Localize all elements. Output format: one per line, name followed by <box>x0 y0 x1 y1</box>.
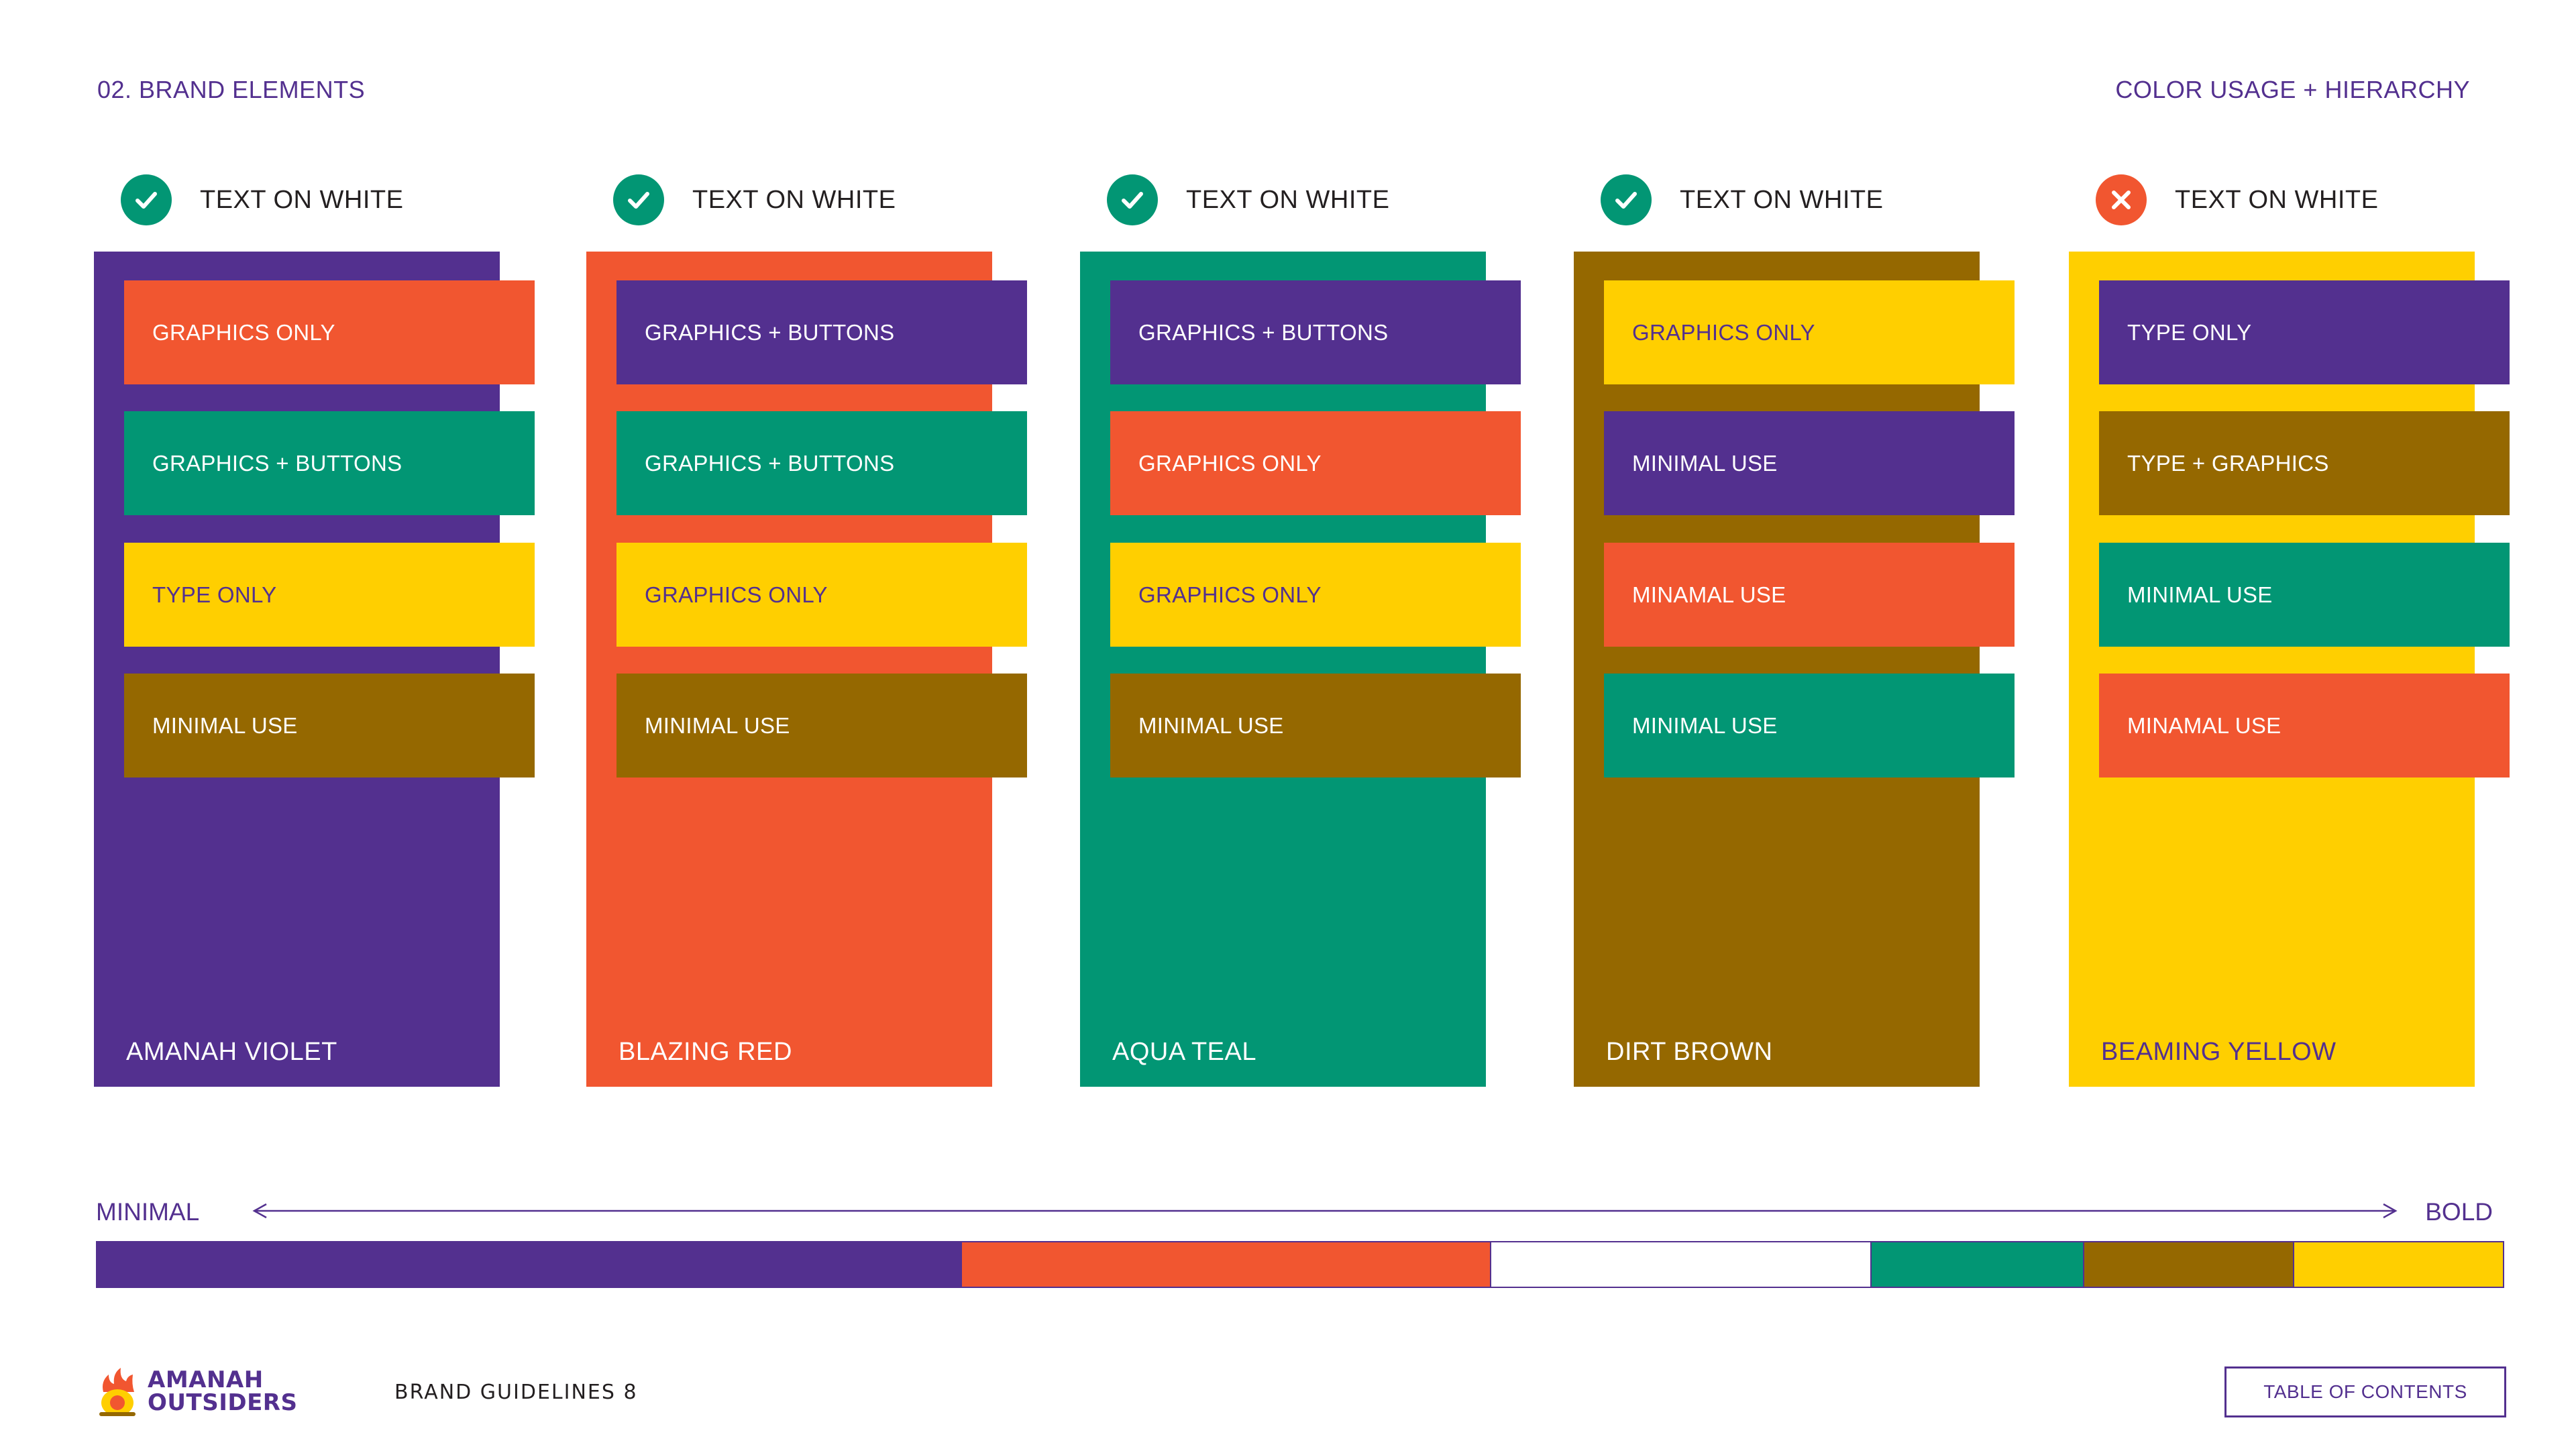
usage-label: MINIMAL USE <box>2127 582 2273 607</box>
spectrum-segment <box>961 1242 1491 1287</box>
check-icon <box>613 174 664 225</box>
color-column: TEXT ON WHITE AMANAH VIOLET GRAPHICS ONLY G… <box>94 0 564 1107</box>
scale-max-label: BOLD <box>2425 1198 2493 1226</box>
swatch-name: DIRT BROWN <box>1606 1038 1773 1066</box>
close-icon <box>2096 174 2147 225</box>
status-row: TEXT ON WHITE <box>2096 173 2378 227</box>
logo-wordmark: AMANAH OUTSIDERS <box>148 1368 297 1414</box>
color-column: TEXT ON WHITE DIRT BROWN GRAPHICS ONLY MINI… <box>1574 0 2043 1107</box>
usage-box: GRAPHICS ONLY <box>1110 411 1521 515</box>
usage-label: TYPE ONLY <box>2127 319 2252 345</box>
usage-box: MINIMAL USE <box>1604 411 2015 515</box>
usage-box: MINIMAL USE <box>1604 674 2015 777</box>
usage-label: MINIMAL USE <box>1632 450 1778 476</box>
color-column: TEXT ON WHITE BLAZING RED GRAPHICS + BUTTO… <box>586 0 1056 1107</box>
double-arrow-icon <box>252 1203 2398 1219</box>
usage-box: GRAPHICS ONLY <box>124 280 535 384</box>
page-label: BRAND GUIDELINES 8 <box>394 1381 638 1404</box>
status-row: TEXT ON WHITE <box>1601 173 1883 227</box>
usage-label: MINIMAL USE <box>1632 712 1778 738</box>
spectrum-segment <box>1870 1242 2083 1287</box>
usage-label: GRAPHICS ONLY <box>645 582 828 607</box>
usage-label: GRAPHICS + BUTTONS <box>645 319 895 345</box>
usage-box: GRAPHICS + BUTTONS <box>616 411 1027 515</box>
swatch-name: AQUA TEAL <box>1112 1038 1257 1066</box>
status-row: TEXT ON WHITE <box>1107 173 1389 227</box>
check-icon <box>121 174 172 225</box>
color-column: TEXT ON WHITE BEAMING YELLOW TYPE ONLY TYPE… <box>2069 0 2538 1107</box>
usage-box: MINIMAL USE <box>2099 543 2510 647</box>
status-row: TEXT ON WHITE <box>121 173 403 227</box>
usage-box: GRAPHICS + BUTTONS <box>616 280 1027 384</box>
usage-label: MINAMAL USE <box>1632 582 1786 607</box>
color-spectrum-bar <box>96 1241 2504 1288</box>
scale-min-label: MINIMAL <box>96 1198 200 1226</box>
usage-label: GRAPHICS + BUTTONS <box>1138 319 1389 345</box>
usage-box: GRAPHICS + BUTTONS <box>124 411 535 515</box>
color-swatch-panel: BLAZING RED <box>586 252 992 1087</box>
logo-line-1: AMANAH <box>148 1366 264 1393</box>
usage-label: TYPE + GRAPHICS <box>2127 450 2329 476</box>
table-of-contents-button[interactable]: TABLE OF CONTENTS <box>2224 1366 2506 1417</box>
color-swatch-panel: AQUA TEAL <box>1080 252 1486 1087</box>
brand-logo[interactable]: AMANAH OUTSIDERS <box>94 1365 297 1417</box>
status-label: TEXT ON WHITE <box>1186 185 1390 214</box>
campfire-logo-icon <box>99 1368 136 1416</box>
usage-label: GRAPHICS ONLY <box>1138 450 1322 476</box>
usage-box: GRAPHICS ONLY <box>1604 280 2015 384</box>
color-column: TEXT ON WHITE AQUA TEAL GRAPHICS + BUTTONS… <box>1080 0 1550 1107</box>
usage-box: MINAMAL USE <box>2099 674 2510 777</box>
swatch-name: BEAMING YELLOW <box>2101 1038 2337 1066</box>
usage-label: GRAPHICS + BUTTONS <box>645 450 895 476</box>
usage-box: MINIMAL USE <box>616 674 1027 777</box>
status-label: TEXT ON WHITE <box>200 185 404 214</box>
usage-label: MINIMAL USE <box>1138 712 1284 738</box>
usage-label: GRAPHICS + BUTTONS <box>152 450 402 476</box>
logo-line-2: OUTSIDERS <box>148 1389 298 1416</box>
usage-label: TYPE ONLY <box>152 582 277 607</box>
color-swatch-panel: DIRT BROWN <box>1574 252 1980 1087</box>
usage-box: TYPE ONLY <box>124 543 535 647</box>
spectrum-segment <box>2082 1242 2293 1287</box>
usage-box: MINIMAL USE <box>1110 674 1521 777</box>
header-topic-title: COLOR USAGE + HIERARCHY <box>2115 76 2470 103</box>
usage-label: MINAMAL USE <box>2127 712 2282 738</box>
spectrum-segment <box>97 1242 961 1287</box>
usage-box: TYPE + GRAPHICS <box>2099 411 2510 515</box>
color-swatch-panel: BEAMING YELLOW <box>2069 252 2475 1087</box>
spectrum-segment <box>1490 1242 1871 1287</box>
usage-box: TYPE ONLY <box>2099 280 2510 384</box>
usage-box: MINAMAL USE <box>1604 543 2015 647</box>
usage-label: GRAPHICS ONLY <box>1632 319 1815 345</box>
usage-label: GRAPHICS ONLY <box>1138 582 1322 607</box>
usage-label: MINIMAL USE <box>152 712 298 738</box>
swatch-name: AMANAH VIOLET <box>126 1038 337 1066</box>
usage-box: MINIMAL USE <box>124 674 535 777</box>
check-icon <box>1107 174 1158 225</box>
usage-label: MINIMAL USE <box>645 712 790 738</box>
usage-box: GRAPHICS ONLY <box>616 543 1027 647</box>
header-section-title: 02. BRAND ELEMENTS <box>97 76 366 103</box>
status-label: TEXT ON WHITE <box>1680 185 1884 214</box>
swatch-name: BLAZING RED <box>619 1038 792 1066</box>
status-row: TEXT ON WHITE <box>613 173 896 227</box>
status-label: TEXT ON WHITE <box>2175 185 2379 214</box>
spectrum-segment <box>2292 1242 2503 1287</box>
check-icon <box>1601 174 1652 225</box>
usage-box: GRAPHICS + BUTTONS <box>1110 280 1521 384</box>
color-swatch-panel: AMANAH VIOLET <box>94 252 500 1087</box>
usage-box: GRAPHICS ONLY <box>1110 543 1521 647</box>
usage-label: GRAPHICS ONLY <box>152 319 335 345</box>
status-label: TEXT ON WHITE <box>692 185 896 214</box>
